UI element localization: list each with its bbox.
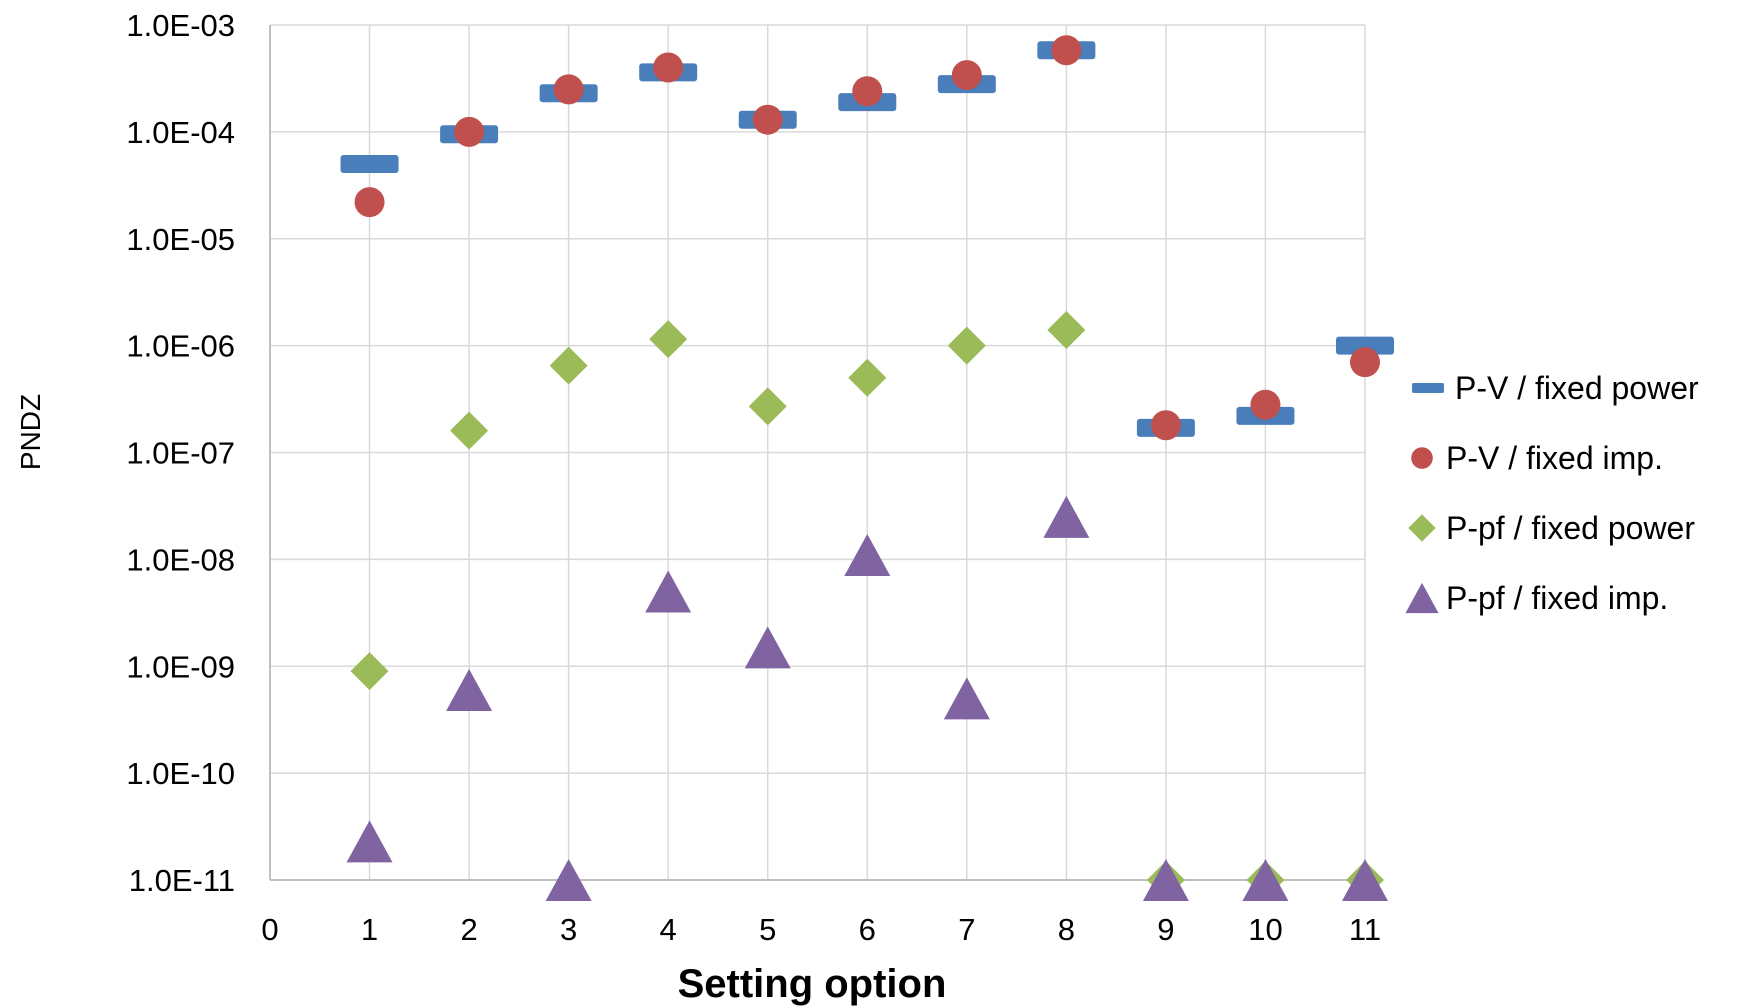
legend-marker-circle <box>1411 447 1433 469</box>
data-point-dash <box>1336 336 1394 355</box>
x-tick-label: 11 <box>1349 912 1381 947</box>
data-point-circle <box>1051 35 1082 66</box>
legend-label: P-pf / fixed imp. <box>1446 580 1668 616</box>
data-point-diamond <box>549 346 588 385</box>
y-axis-title: PNDZ <box>15 394 46 470</box>
x-tick-label: 1 <box>361 912 378 947</box>
data-point-dash <box>340 155 399 174</box>
x-tick-label: 4 <box>660 912 677 947</box>
legend: P-V / fixed power P-V / fixed imp. P-pf / … <box>1405 370 1699 616</box>
legend-marker-diamond <box>1408 514 1436 542</box>
x-tick-label: 5 <box>759 912 776 947</box>
data-point-triangle <box>744 626 791 669</box>
y-tick-label: 1.0E-06 <box>126 329 235 364</box>
y-tick-label: 1.0E-03 <box>126 8 235 43</box>
data-point-triangle <box>1342 859 1388 901</box>
y-tick-label: 1.0E-08 <box>126 542 235 577</box>
data-point-circle <box>1150 410 1181 441</box>
x-tick-labels: 0 1 2 3 4 5 6 7 8 9 10 11 <box>261 912 1381 947</box>
series-circle <box>354 35 1380 441</box>
legend-entry: P-pf / fixed power <box>1408 510 1695 546</box>
data-series <box>340 35 1394 901</box>
y-tick-label: 1.0E-05 <box>126 222 235 257</box>
legend-marker-triangle <box>1405 582 1439 614</box>
x-tick-label: 10 <box>1248 912 1282 947</box>
y-tick-label: 1.0E-09 <box>126 649 235 684</box>
data-point-diamond <box>1047 311 1086 350</box>
data-point-triangle <box>844 533 891 576</box>
y-tick-labels: 1.0E-11 1.0E-10 1.0E-09 1.0E-08 1.0E-07 1.0E-… <box>126 8 235 898</box>
x-tick-label: 2 <box>460 912 477 947</box>
legend-label: P-V / fixed power <box>1455 370 1699 406</box>
data-point-diamond <box>350 652 389 691</box>
legend-entry: P-V / fixed imp. <box>1411 440 1663 476</box>
data-point-triangle <box>346 820 393 863</box>
data-point-circle <box>1350 347 1380 378</box>
legend-entry: P-V / fixed power <box>1412 370 1699 406</box>
data-point-circle <box>1250 389 1281 420</box>
data-point-triangle <box>446 668 493 711</box>
data-point-circle <box>951 60 982 91</box>
legend-marker-dash <box>1412 383 1444 393</box>
y-tick-label: 1.0E-07 <box>126 436 235 471</box>
legend-label: P-V / fixed imp. <box>1446 440 1663 476</box>
data-point-diamond <box>947 326 986 365</box>
data-point-diamond <box>848 358 887 397</box>
data-point-diamond <box>748 387 787 426</box>
data-point-circle <box>553 74 584 105</box>
y-tick-label: 1.0E-11 <box>129 863 235 898</box>
x-tick-label: 6 <box>859 912 876 947</box>
x-tick-label: 9 <box>1157 912 1174 947</box>
grid-lines <box>270 24 1366 880</box>
data-point-circle <box>752 104 783 135</box>
x-axis-title: Setting option <box>678 962 947 1006</box>
x-tick-label: 8 <box>1058 912 1075 947</box>
data-point-triangle <box>645 570 692 613</box>
x-tick-label: 7 <box>958 912 975 947</box>
series-triangle <box>346 495 1388 901</box>
data-point-circle <box>852 76 883 107</box>
data-point-circle <box>454 116 485 147</box>
x-tick-label: 3 <box>560 912 577 947</box>
data-point-circle <box>653 52 684 83</box>
data-point-circle <box>354 187 385 218</box>
legend-entry: P-pf / fixed imp. <box>1405 580 1668 616</box>
y-tick-label: 1.0E-04 <box>126 115 235 150</box>
legend-label: P-pf / fixed power <box>1446 510 1695 546</box>
data-point-triangle <box>1043 495 1090 538</box>
data-point-diamond <box>450 411 489 450</box>
y-tick-label: 1.0E-10 <box>126 756 235 791</box>
data-point-diamond <box>649 320 688 359</box>
data-point-triangle <box>943 677 990 720</box>
data-point-triangle <box>1242 859 1289 901</box>
data-point-triangle <box>545 859 592 901</box>
data-point-triangle <box>1142 859 1189 901</box>
x-tick-label: 0 <box>261 912 278 947</box>
